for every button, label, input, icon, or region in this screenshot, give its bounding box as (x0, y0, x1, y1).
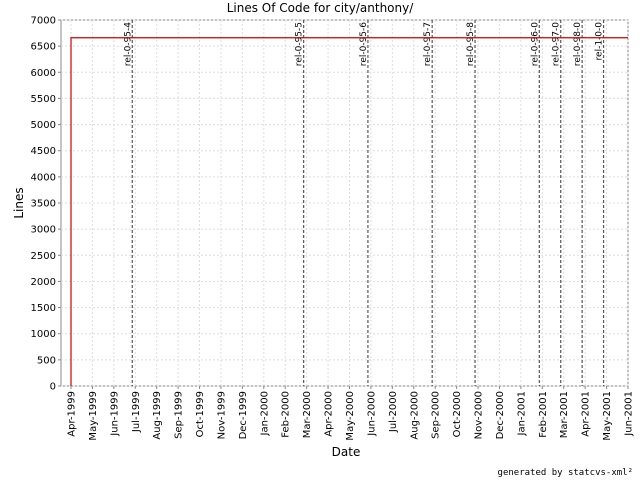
series-line (70, 37, 628, 386)
x-tick-label: May-2000 (345, 391, 356, 441)
x-tick-label: Nov-1999 (216, 391, 227, 439)
x-axis-ticks: Apr-1999 May-1999 Jun-1999 Jul-1999 Aug-1999… (67, 386, 635, 441)
chart-title: Lines Of Code for city/anthony/ (227, 1, 415, 15)
x-tick-label: Feb-2000 (281, 391, 292, 438)
x-tick-label: Jul-2000 (388, 391, 399, 433)
y-tick-label: 500 (37, 355, 56, 366)
y-tick-label: 6000 (31, 68, 56, 79)
release-marker-label: rel-0-95-4 (123, 22, 133, 66)
y-tick-label: 3000 (31, 225, 56, 236)
y-axis-ticks: 0 500 1000 1500 2000 2500 3000 3500 4000 4500 5000… (31, 16, 61, 393)
x-tick-label: May-1999 (88, 391, 99, 441)
y-tick-label: 2500 (31, 251, 56, 262)
x-tick-label: Sep-1999 (174, 391, 185, 439)
x-tick-label: Oct-1999 (195, 391, 206, 437)
y-tick-label: 1000 (31, 329, 56, 340)
release-marker-label: rel-0-95-5 (295, 22, 305, 66)
x-tick-label: Jan-2000 (259, 391, 270, 436)
release-markers: rel-0-95-4 rel-0-95-5 rel-0-95-6 rel-0-95-7… (123, 20, 605, 386)
y-tick-label: 5500 (31, 94, 56, 105)
y-tick-label: 4000 (31, 172, 56, 183)
y-axis-title: Lines (12, 187, 26, 218)
x-axis-title: Date (332, 445, 361, 459)
release-marker-label: rel-1-0-0 (595, 22, 605, 61)
x-tick-label: Jul-1999 (131, 391, 142, 433)
release-marker-label: rel-0-95-8 (466, 22, 476, 66)
x-tick-label: Nov-2000 (474, 391, 485, 439)
release-marker-label: rel-0-95-6 (359, 22, 369, 66)
x-tick-label: Apr-2000 (324, 391, 335, 437)
y-tick-label: 3500 (31, 199, 56, 210)
y-tick-label: 6500 (31, 42, 56, 53)
series (70, 37, 628, 386)
x-tick-label: Jun-1999 (109, 391, 120, 437)
y-tick-label: 1500 (31, 303, 56, 314)
y-tick-label: 4500 (31, 146, 56, 157)
x-tick-label: Aug-2000 (409, 391, 420, 440)
x-tick-label: Dec-2000 (495, 391, 506, 439)
y-tick-label: 0 (50, 382, 56, 393)
release-marker-label: rel-0-96-0 (530, 22, 540, 66)
x-tick-label: Mar-2000 (302, 391, 313, 438)
x-tick-label: Dec-1999 (238, 391, 249, 439)
x-tick-label: Sep-2000 (431, 391, 442, 439)
release-marker-label: rel-0-97-0 (552, 22, 562, 66)
x-tick-label: Jun-2001 (624, 391, 635, 437)
grid (61, 19, 629, 387)
y-tick-label: 2000 (31, 277, 56, 288)
release-marker-label: rel-0-95-7 (423, 22, 433, 66)
x-tick-label: Apr-1999 (67, 391, 78, 437)
y-tick-label: 7000 (31, 16, 56, 27)
release-marker-label: rel-0-98-0 (573, 22, 583, 66)
x-tick-label: Apr-2001 (581, 391, 592, 437)
x-tick-label: Jun-2000 (366, 391, 377, 437)
x-tick-label: May-2001 (602, 391, 613, 441)
x-tick-label: Aug-1999 (152, 391, 163, 440)
x-tick-label: Oct-2000 (452, 391, 463, 437)
x-tick-label: Jan-2001 (516, 391, 527, 436)
x-tick-label: Feb-2001 (538, 391, 549, 438)
y-tick-label: 5000 (31, 120, 56, 131)
x-tick-label: Mar-2001 (559, 391, 570, 438)
generator-footer: generated by statcvs-xml² (498, 468, 633, 478)
